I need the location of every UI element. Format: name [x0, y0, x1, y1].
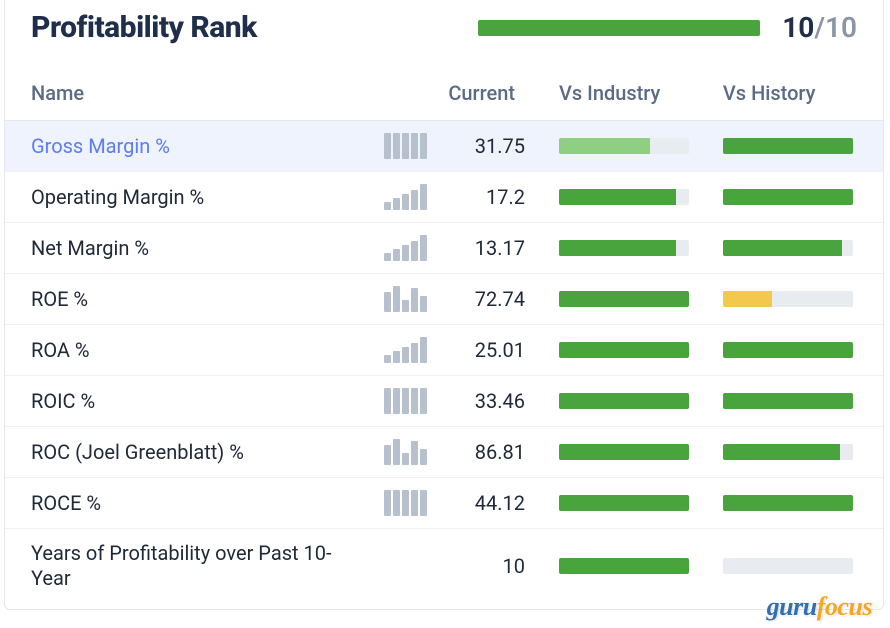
- vs-history-bar[interactable]: [723, 495, 853, 511]
- sparkline-icon[interactable]: [384, 286, 429, 312]
- vs-industry-cell: [549, 376, 713, 427]
- metric-name[interactable]: ROA %: [31, 338, 90, 362]
- vs-history-cell: [713, 325, 883, 376]
- sparkline-icon[interactable]: [384, 133, 429, 159]
- vs-industry-bar[interactable]: [559, 558, 689, 574]
- metric-name[interactable]: Net Margin %: [31, 236, 149, 260]
- card-header: Profitability Rank 10/10: [5, 0, 883, 69]
- vs-industry-cell: [549, 478, 713, 529]
- rank-display: 10/10: [478, 11, 857, 44]
- metric-value: 25.01: [438, 325, 549, 376]
- sparkline-cell: [374, 121, 439, 172]
- metric-value: 31.75: [438, 121, 549, 172]
- vs-industry-bar[interactable]: [559, 342, 689, 358]
- metric-value: 10: [438, 529, 549, 604]
- vs-history-bar[interactable]: [723, 342, 853, 358]
- vs-history-cell: [713, 478, 883, 529]
- vs-industry-bar[interactable]: [559, 495, 689, 511]
- vs-industry-cell: [549, 427, 713, 478]
- vs-history-bar[interactable]: [723, 189, 853, 205]
- card-title: Profitability Rank: [31, 10, 257, 45]
- vs-history-cell: [713, 427, 883, 478]
- vs-history-cell: [713, 529, 883, 604]
- metric-name[interactable]: Years of Profitability over Past 10-Year: [31, 541, 332, 590]
- col-history[interactable]: Vs History: [713, 69, 883, 121]
- table-row[interactable]: ROIC % 33.46: [5, 376, 883, 427]
- metric-name[interactable]: Operating Margin %: [31, 185, 204, 209]
- sparkline-cell: [374, 223, 439, 274]
- vs-industry-cell: [549, 223, 713, 274]
- rank-value: 10: [782, 11, 814, 44]
- table-row[interactable]: ROE % 72.74: [5, 274, 883, 325]
- table-row[interactable]: ROA % 25.01: [5, 325, 883, 376]
- table-header-row: Name Current Vs Industry Vs History: [5, 69, 883, 121]
- metric-name[interactable]: ROIC %: [31, 389, 95, 413]
- vs-history-bar[interactable]: [723, 558, 853, 574]
- sparkline-icon[interactable]: [384, 337, 429, 363]
- metrics-table: Name Current Vs Industry Vs History Gros…: [5, 69, 883, 603]
- sparkline-cell: [374, 325, 439, 376]
- vs-history-cell: [713, 121, 883, 172]
- vs-industry-cell: [549, 274, 713, 325]
- vs-industry-bar[interactable]: [559, 444, 689, 460]
- vs-history-bar[interactable]: [723, 444, 853, 460]
- metric-name[interactable]: ROCE %: [31, 491, 101, 515]
- vs-history-cell: [713, 274, 883, 325]
- sparkline-icon[interactable]: [384, 184, 429, 210]
- table-row[interactable]: Operating Margin % 17.2: [5, 172, 883, 223]
- metric-value: 44.12: [438, 478, 549, 529]
- sparkline-cell: [374, 478, 439, 529]
- table-row[interactable]: ROC (Joel Greenblatt) % 86.81: [5, 427, 883, 478]
- sparkline-cell: [374, 172, 439, 223]
- col-spark: [374, 69, 439, 121]
- sparkline-cell: [374, 529, 439, 604]
- sparkline-cell: [374, 427, 439, 478]
- vs-history-bar[interactable]: [723, 291, 853, 307]
- rank-bar: [478, 20, 760, 36]
- rank-bar-fill: [478, 20, 760, 36]
- metric-value: 86.81: [438, 427, 549, 478]
- table-row[interactable]: Net Margin % 13.17: [5, 223, 883, 274]
- profitability-card: Profitability Rank 10/10 Name Current Vs…: [4, 0, 884, 610]
- col-current[interactable]: Current: [438, 69, 549, 121]
- metric-value: 33.46: [438, 376, 549, 427]
- vs-industry-bar[interactable]: [559, 240, 689, 256]
- vs-industry-bar[interactable]: [559, 291, 689, 307]
- vs-industry-cell: [549, 172, 713, 223]
- col-industry[interactable]: Vs Industry: [549, 69, 713, 121]
- rank-score: 10/10: [782, 11, 857, 44]
- metric-name[interactable]: ROE %: [31, 287, 88, 311]
- vs-history-bar[interactable]: [723, 138, 853, 154]
- sparkline-icon[interactable]: [384, 235, 429, 261]
- metric-name[interactable]: Gross Margin %: [31, 134, 170, 158]
- table-row[interactable]: ROCE % 44.12: [5, 478, 883, 529]
- sparkline-icon[interactable]: [384, 490, 429, 516]
- metric-value: 13.17: [438, 223, 549, 274]
- vs-industry-cell: [549, 325, 713, 376]
- vs-history-bar[interactable]: [723, 393, 853, 409]
- metric-name[interactable]: ROC (Joel Greenblatt) %: [31, 440, 244, 464]
- sparkline-cell: [374, 376, 439, 427]
- metric-value: 72.74: [438, 274, 549, 325]
- vs-history-cell: [713, 376, 883, 427]
- vs-industry-bar[interactable]: [559, 189, 689, 205]
- table-row[interactable]: Gross Margin % 31.75: [5, 121, 883, 172]
- col-name[interactable]: Name: [5, 69, 374, 121]
- vs-history-cell: [713, 172, 883, 223]
- sparkline-icon[interactable]: [384, 388, 429, 414]
- metric-value: 17.2: [438, 172, 549, 223]
- table-row[interactable]: Years of Profitability over Past 10-Year…: [5, 529, 883, 604]
- vs-history-bar[interactable]: [723, 240, 853, 256]
- vs-industry-cell: [549, 121, 713, 172]
- sparkline-icon[interactable]: [384, 439, 429, 465]
- vs-history-cell: [713, 223, 883, 274]
- table-body: Gross Margin % 31.75 Operating Margin % 17.…: [5, 121, 883, 604]
- vs-industry-bar[interactable]: [559, 393, 689, 409]
- vs-industry-bar[interactable]: [559, 138, 689, 154]
- rank-max: /10: [814, 11, 857, 44]
- sparkline-cell: [374, 274, 439, 325]
- vs-industry-cell: [549, 529, 713, 604]
